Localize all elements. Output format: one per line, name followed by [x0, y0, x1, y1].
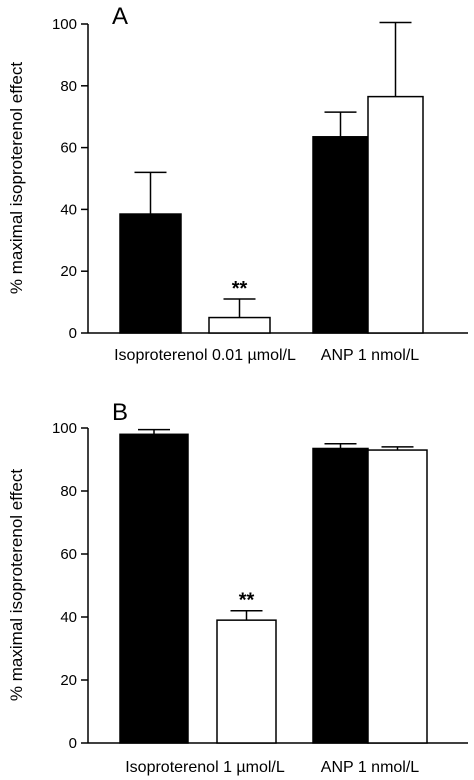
y-tick-label: 0 — [69, 325, 77, 342]
significance-marker: ** — [239, 590, 255, 612]
bar — [119, 433, 189, 744]
y-tick-label: 100 — [52, 420, 77, 437]
y-tick-label: 100 — [52, 16, 77, 33]
chart-panel-b: 0 20 40 60 80 100 % maximal isoproterenol effe… — [7, 399, 468, 776]
y-axis-label: % maximal isoproterenol effect — [7, 469, 26, 701]
bar — [208, 316, 271, 334]
panel-label: B — [112, 399, 128, 426]
bar — [312, 447, 369, 744]
bar — [312, 136, 369, 334]
y-tick-label: 20 — [60, 263, 77, 280]
y-tick-label: 40 — [60, 609, 77, 626]
y-tick-label: 80 — [60, 78, 77, 95]
category-label: ANP 1 nmol/L — [321, 759, 420, 776]
category-label: ANP 1 nmol/L — [321, 347, 420, 364]
y-tick-label: 0 — [69, 735, 77, 752]
y-tick-label: 60 — [60, 546, 77, 563]
y-tick-label: 40 — [60, 201, 77, 218]
category-label: Isoproterenol 1 µmol/L — [125, 759, 285, 776]
bar — [216, 619, 277, 744]
y-tick-label: 60 — [60, 140, 77, 157]
panel-label: A — [112, 3, 128, 30]
bar — [367, 95, 424, 334]
category-label: Isoproterenol 0.01 µmol/L — [114, 347, 296, 364]
y-tick-label: 80 — [60, 483, 77, 500]
y-axis-label: % maximal isoproterenol effect — [7, 62, 26, 294]
bar — [119, 213, 182, 334]
bar — [367, 449, 428, 744]
y-tick-label: 20 — [60, 672, 77, 689]
chart-panel-a: 0 20 40 60 80 100 % maximal isoproterenol effe… — [7, 3, 468, 364]
significance-marker: ** — [232, 278, 248, 300]
